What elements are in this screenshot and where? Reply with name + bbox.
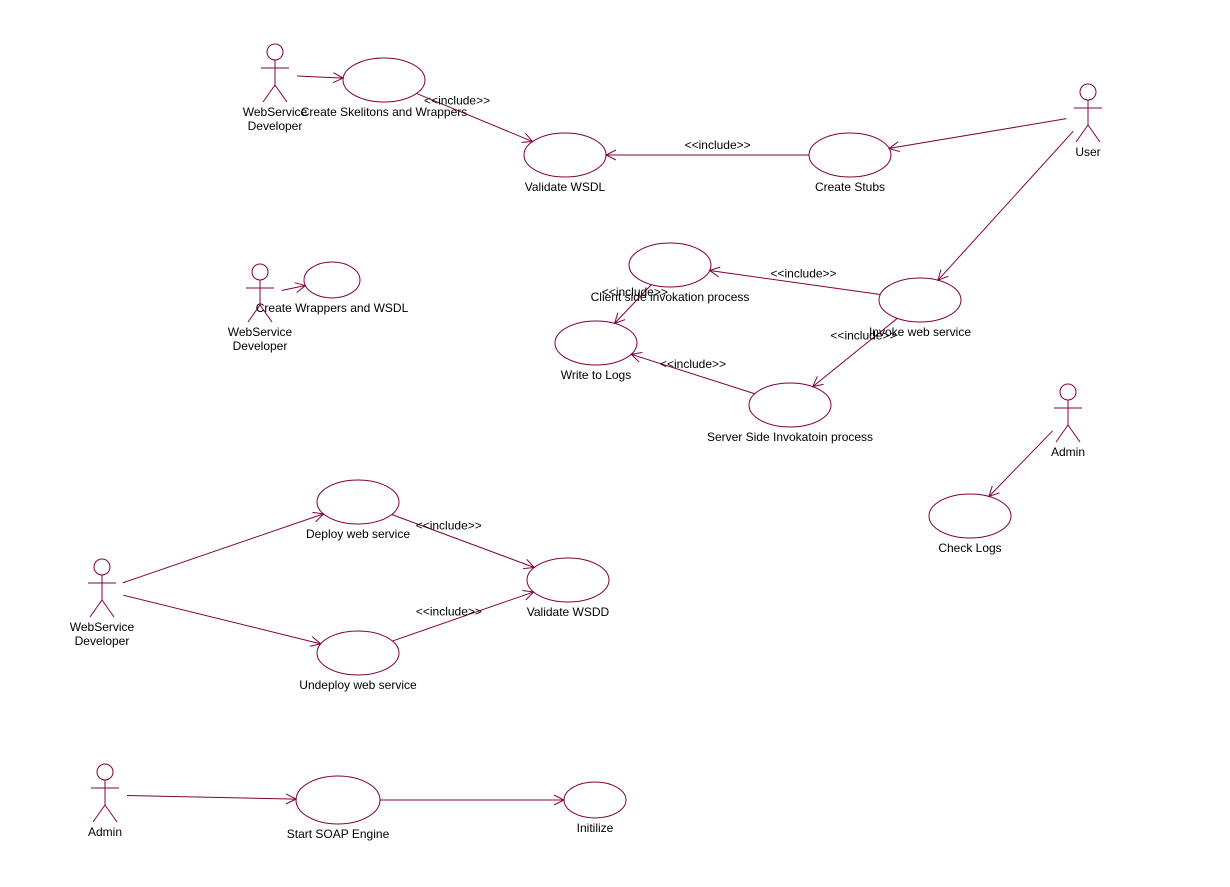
edge <box>989 431 1053 497</box>
actor-admin_bot: Admin <box>88 764 122 839</box>
actor-ws_dev_1: WebServiceDeveloper <box>243 44 308 133</box>
svg-text:<<include>>: <<include>> <box>685 138 751 152</box>
actor-user: User <box>1074 84 1102 159</box>
edge <box>123 595 320 644</box>
svg-text:Write to Logs: Write to Logs <box>561 368 631 382</box>
edge <box>123 514 324 583</box>
svg-text:<<include>>: <<include>> <box>416 519 482 533</box>
uml-use-case-diagram: WebServiceDeveloper WebServiceDeveloper We… <box>0 0 1230 887</box>
usecase-deploy: Deploy web service <box>306 480 410 541</box>
svg-text:<<include>>: <<include>> <box>660 357 726 371</box>
svg-text:<<include>>: <<include>> <box>416 604 482 618</box>
svg-text:Validate WSDD: Validate WSDD <box>527 605 610 619</box>
svg-text:Admin: Admin <box>88 825 122 839</box>
svg-text:<<include>>: <<include>> <box>424 93 490 107</box>
svg-text:WebServiceDeveloper: WebServiceDeveloper <box>70 620 135 648</box>
usecase-write_logs: Write to Logs <box>555 321 637 382</box>
svg-text:Initilize: Initilize <box>577 821 614 835</box>
svg-text:<<include>>: <<include>> <box>771 267 837 281</box>
svg-text:<<include>>: <<include>> <box>602 285 668 299</box>
usecase-server_inv: Server Side Invokatoin process <box>707 383 873 444</box>
edge <box>282 286 306 291</box>
svg-text:User: User <box>1075 145 1100 159</box>
edge <box>889 119 1066 149</box>
usecase-skel_wrap: Create Skelitons and Wrappers <box>301 58 468 119</box>
usecase-validate_wsdd: Validate WSDD <box>527 558 610 619</box>
actor-admin_right: Admin <box>1051 384 1085 459</box>
usecase-initilize: Initilize <box>564 782 626 835</box>
svg-text:WebServiceDeveloper: WebServiceDeveloper <box>228 325 293 353</box>
usecase-create_stubs: Create Stubs <box>809 133 891 194</box>
usecase-validate_wsdl: Validate WSDL <box>524 133 606 194</box>
edge <box>938 131 1073 280</box>
svg-text:Create Stubs: Create Stubs <box>815 180 885 194</box>
edge <box>297 76 343 78</box>
svg-text:Admin: Admin <box>1051 445 1085 459</box>
svg-text:Undeploy web service: Undeploy web service <box>299 678 417 692</box>
usecase-undeploy: Undeploy web service <box>299 631 417 692</box>
svg-text:WebServiceDeveloper: WebServiceDeveloper <box>243 105 308 133</box>
svg-text:Validate WSDL: Validate WSDL <box>525 180 606 194</box>
svg-text:Start SOAP Engine: Start SOAP Engine <box>287 827 390 841</box>
svg-text:Check Logs: Check Logs <box>938 541 1001 555</box>
actor-ws_dev_3: WebServiceDeveloper <box>70 559 135 648</box>
usecase-check_logs: Check Logs <box>929 494 1011 555</box>
svg-text:Deploy web service: Deploy web service <box>306 527 410 541</box>
svg-text:Server Side Invokatoin process: Server Side Invokatoin process <box>707 430 873 444</box>
edge <box>127 795 296 799</box>
svg-text:Create Wrappers and WSDL: Create Wrappers and WSDL <box>256 301 409 315</box>
usecase-start_soap: Start SOAP Engine <box>287 776 390 841</box>
svg-text:<<include>>: <<include>> <box>830 329 896 343</box>
usecase-wrap_wsdl: Create Wrappers and WSDL <box>256 262 409 315</box>
